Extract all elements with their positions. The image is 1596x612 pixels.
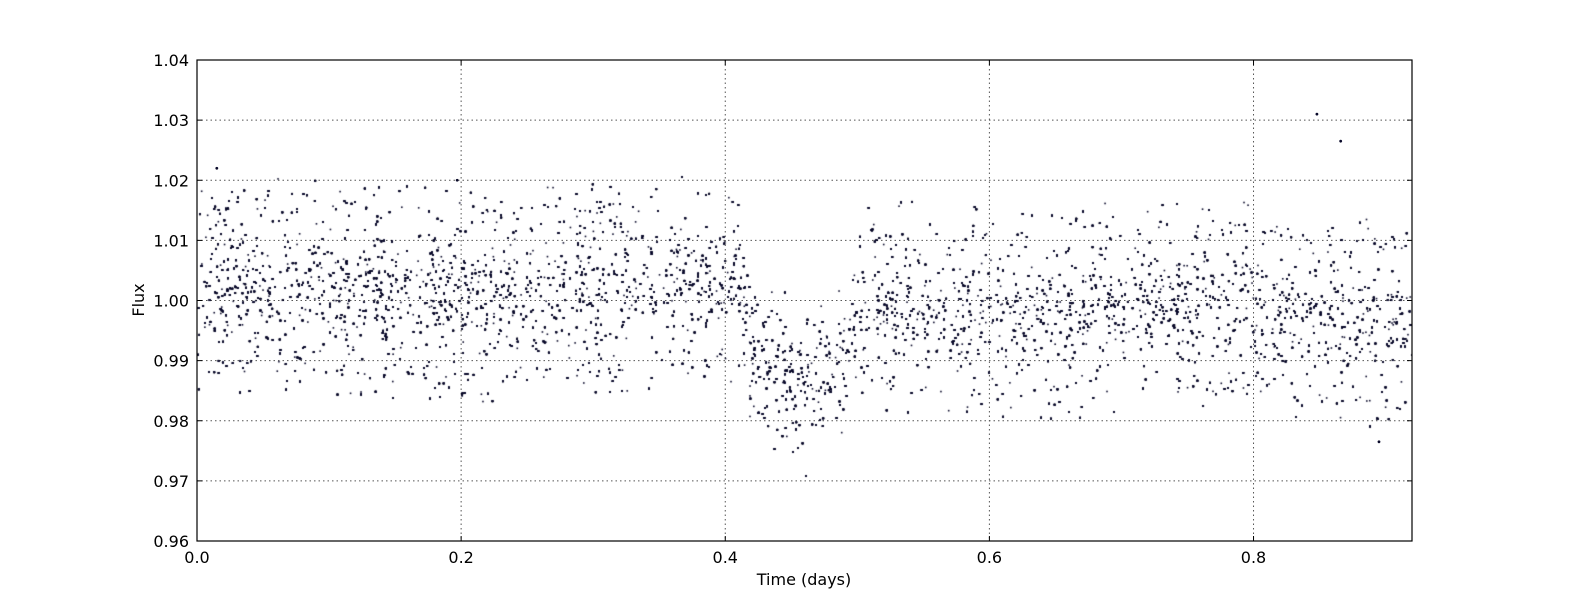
y-tick-label: 0.99 (153, 352, 189, 371)
scatter-points-layer (197, 60, 1412, 541)
y-tick-label: 0.98 (153, 412, 189, 431)
x-tick-label: 0.2 (448, 548, 473, 567)
scatter-points (197, 60, 1412, 541)
x-tick-label: 0.8 (1241, 548, 1266, 567)
y-tick-label: 1.01 (153, 231, 189, 250)
y-tick-label: 0.97 (153, 472, 189, 491)
y-tick-label: 0.96 (153, 532, 189, 551)
outlier-point (1315, 112, 1319, 116)
x-axis-ticks: 0.0 0.2 0.4 0.6 0.8 (184, 60, 1266, 567)
outlier-point (1339, 139, 1343, 143)
y-axis-label: Flux (129, 283, 148, 316)
x-tick-label: 0.6 (977, 548, 1002, 567)
x-tick-label: 0.0 (184, 548, 209, 567)
y-axis-ticks: 0.96 0.97 0.98 0.99 1.00 1.01 1.02 1.03 1.04 (153, 51, 1412, 551)
outlier-point (215, 166, 219, 170)
outlier-point (455, 178, 459, 182)
y-tick-label: 1.04 (153, 51, 189, 70)
y-tick-label: 1.03 (153, 111, 189, 130)
y-tick-label: 1.00 (153, 292, 189, 311)
y-tick-label: 1.02 (153, 171, 189, 190)
x-axis-label: Time (days) (756, 570, 852, 589)
outlier-points (215, 112, 1381, 444)
x-tick-label: 0.4 (713, 548, 738, 567)
outlier-point (1377, 440, 1381, 444)
